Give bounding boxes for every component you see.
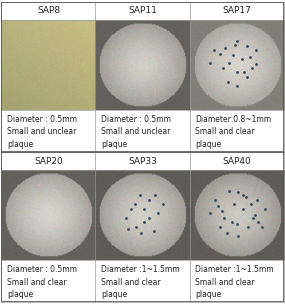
- Point: [152, 193, 157, 198]
- Point: [134, 225, 138, 230]
- Point: [133, 202, 137, 207]
- Point: [161, 202, 166, 207]
- Point: [247, 55, 252, 60]
- Point: [253, 213, 258, 218]
- Text: SAP33: SAP33: [128, 157, 157, 166]
- Point: [152, 229, 156, 234]
- Point: [231, 52, 235, 57]
- Point: [156, 211, 161, 216]
- Text: Diameter :1~1.5mm
Small and clear
plaque: Diameter :1~1.5mm Small and clear plaque: [101, 265, 180, 299]
- Point: [244, 195, 248, 200]
- Point: [142, 206, 147, 211]
- Point: [212, 48, 216, 53]
- Point: [208, 211, 213, 216]
- Point: [246, 225, 250, 230]
- Point: [242, 70, 246, 74]
- Point: [234, 222, 239, 227]
- Point: [129, 206, 133, 211]
- Point: [226, 79, 230, 84]
- Point: [142, 220, 147, 225]
- Point: [222, 216, 227, 220]
- Point: [126, 226, 131, 231]
- Point: [241, 206, 245, 211]
- Point: [262, 206, 267, 211]
- Point: [217, 225, 222, 230]
- Text: SAP11: SAP11: [128, 6, 157, 15]
- Point: [225, 231, 229, 236]
- Point: [235, 39, 240, 44]
- Point: [235, 84, 240, 89]
- Point: [236, 189, 241, 194]
- Point: [255, 197, 260, 202]
- Point: [254, 48, 258, 53]
- Point: [260, 225, 264, 230]
- Point: [215, 204, 220, 209]
- Point: [147, 216, 151, 220]
- Point: [235, 70, 240, 74]
- Point: [230, 220, 234, 225]
- Point: [123, 216, 128, 220]
- Text: Diameter:0.8~1mm
Small and clear
plaque: Diameter:0.8~1mm Small and clear plaque: [195, 115, 271, 149]
- Point: [249, 202, 253, 207]
- Point: [236, 233, 241, 238]
- Point: [256, 220, 260, 225]
- Point: [227, 60, 231, 65]
- Point: [213, 197, 217, 202]
- Point: [245, 43, 249, 48]
- Text: SAP17: SAP17: [222, 6, 251, 15]
- Point: [249, 66, 254, 71]
- Text: Diameter :1~1.5mm
Small and clear
plaque: Diameter :1~1.5mm Small and clear plaque: [195, 265, 274, 299]
- Point: [223, 46, 227, 51]
- Point: [227, 188, 231, 193]
- Point: [245, 75, 249, 80]
- Point: [217, 51, 222, 56]
- Point: [137, 193, 142, 198]
- Text: SAP8: SAP8: [37, 6, 60, 15]
- Point: [240, 57, 245, 62]
- Point: [241, 193, 245, 198]
- Point: [138, 231, 143, 236]
- Point: [221, 66, 226, 71]
- Point: [220, 208, 225, 213]
- Text: Diameter : 0.5mm
Small and clear
plaque: Diameter : 0.5mm Small and clear plaque: [7, 265, 77, 299]
- Text: SAP40: SAP40: [222, 157, 251, 166]
- Text: SAP20: SAP20: [34, 157, 63, 166]
- Point: [208, 60, 213, 65]
- Point: [254, 61, 258, 66]
- Text: Diameter : 0.5mm
Small and unclear
plaque: Diameter : 0.5mm Small and unclear plaqu…: [101, 115, 171, 149]
- Point: [250, 216, 255, 220]
- Point: [147, 197, 151, 202]
- Point: [231, 202, 236, 207]
- Point: [232, 43, 237, 47]
- Text: Diameter : 0.5mm
Small and unclear
plaque: Diameter : 0.5mm Small and unclear plaqu…: [7, 115, 77, 149]
